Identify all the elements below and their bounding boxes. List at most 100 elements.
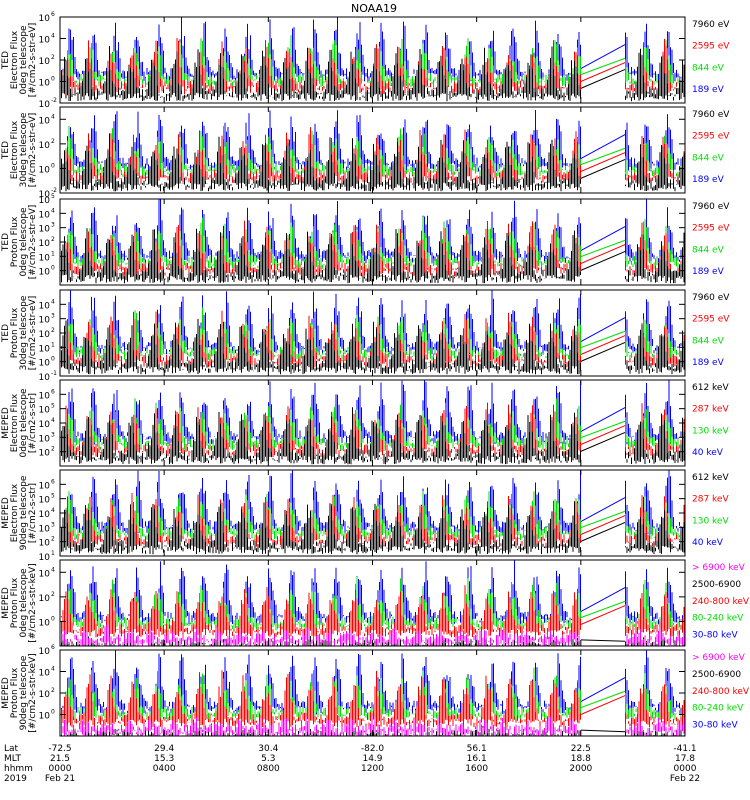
gap-connector-black xyxy=(580,522,626,542)
legend-entry: 80-240 keV xyxy=(692,614,744,624)
y-axis-label-line: Electron Flux xyxy=(10,483,20,542)
legend-entry: 240-800 keV xyxy=(692,597,750,607)
gap-connector-red xyxy=(580,515,626,535)
trace-red xyxy=(60,670,685,728)
trace-black xyxy=(60,46,685,102)
legend-entry: 2595 eV xyxy=(692,132,730,142)
y-axis-label-line: 0deg telescope xyxy=(19,207,29,277)
x-row-label: MLT xyxy=(4,754,22,764)
gap-connector-blue xyxy=(580,317,626,343)
y-tick-label: 10 xyxy=(39,100,51,110)
y-tick-exponent: 2 xyxy=(51,536,55,543)
y-tick-exponent: 6 xyxy=(51,478,55,485)
y-tick-exponent: 6 xyxy=(51,388,55,395)
y-axis-label-line: 30deg telescope xyxy=(19,295,29,370)
y-tick-label: 10 xyxy=(39,391,51,401)
y-axis-label-line: Proton Flux xyxy=(10,577,20,628)
legend-entry: 189 eV xyxy=(692,85,725,95)
y-tick-label: 10 xyxy=(39,253,51,263)
x-tick-label: 1600 xyxy=(465,764,488,774)
gap-connector-black xyxy=(580,432,626,452)
y-tick-label: 10 xyxy=(39,690,51,700)
y-tick-exponent: 2 xyxy=(51,327,55,334)
y-tick-label: 10 xyxy=(39,359,51,369)
gap-connector-green xyxy=(580,690,626,709)
legend-entry: 7960 eV xyxy=(692,293,730,303)
trace-black xyxy=(60,501,685,555)
trace-blue xyxy=(60,110,685,172)
y-tick-exponent: 0 xyxy=(51,709,55,716)
legend-entry: 2595 eV xyxy=(692,224,730,234)
trace-red xyxy=(60,584,685,638)
y-tick-label: 10 xyxy=(39,669,51,679)
gap-connector-black xyxy=(580,729,626,733)
x-tick-label: -82.0 xyxy=(361,744,385,754)
legend-entry: 130 keV xyxy=(692,516,729,526)
gap-connector-blue xyxy=(580,587,626,613)
trace-green xyxy=(60,126,685,178)
legend-entry: 240-800 keV xyxy=(692,687,750,697)
y-axis-label-line: Proton Flux xyxy=(10,667,20,718)
y-tick-exponent: 2 xyxy=(51,138,55,145)
figure-title: NOAA19 xyxy=(351,2,397,15)
y-tick-label: 10 xyxy=(39,14,51,24)
y-tick-exponent: 0 xyxy=(51,356,55,363)
y-axis-label-line: 0deg telescope xyxy=(19,388,29,458)
x-tick-label: Feb 21 xyxy=(45,774,75,784)
y-tick-label: 10 xyxy=(39,434,51,444)
legend-entry: 189 eV xyxy=(692,175,725,185)
x-tick-label: 56.1 xyxy=(467,744,487,754)
y-tick-exponent: 0 xyxy=(51,76,55,83)
gap-connector-blue xyxy=(580,497,626,523)
y-tick-exponent: 2 xyxy=(51,236,55,243)
trace-blue xyxy=(60,560,685,625)
y-axis-label-line: Electron Flux xyxy=(10,30,20,89)
x-tick-label: 30.4 xyxy=(258,744,278,754)
y-tick-exponent: 3 xyxy=(51,431,55,438)
x-tick-label: 29.4 xyxy=(154,744,174,754)
legend-entry: 844 eV xyxy=(692,336,725,346)
y-axis-label-line: MEPED xyxy=(1,497,11,529)
x-tick-label: 0400 xyxy=(153,764,176,774)
panel-6-traces xyxy=(60,470,685,555)
trace-magenta xyxy=(60,716,685,736)
y-axis-label-line: [#/cm2-s-str-eV] xyxy=(28,296,38,371)
x-tick-label: 1200 xyxy=(361,764,384,774)
y-tick-exponent: 6 xyxy=(51,11,55,18)
legend-entry: 844 eV xyxy=(692,63,725,73)
trace-red xyxy=(60,402,685,458)
y-tick-exponent: 3 xyxy=(51,313,55,320)
y-tick-exponent: 2 xyxy=(51,54,55,61)
x-row-label: hhmm xyxy=(4,764,33,774)
x-tick-label: 16.1 xyxy=(467,754,487,764)
legend-entry: 2500-6900 xyxy=(692,670,741,680)
y-tick-exponent: 0 xyxy=(51,162,55,169)
y-tick-exponent: 2 xyxy=(51,687,55,694)
trace-black xyxy=(60,407,685,465)
panel-1-traces xyxy=(60,17,685,102)
panel-4-traces xyxy=(60,290,685,375)
y-axis-label-line: TED xyxy=(1,51,11,70)
y-tick-label: 10 xyxy=(39,553,51,563)
x-tick-label: 14.9 xyxy=(362,754,382,764)
y-axis-label-line: Proton Flux xyxy=(10,307,20,358)
gap-connector-red xyxy=(580,335,626,355)
x-tick-label: 18.8 xyxy=(571,754,591,764)
legend-entry: > 6900 keV xyxy=(692,653,746,663)
legend-entry: 30-80 keV xyxy=(692,721,738,731)
gap-connector-green xyxy=(580,330,626,349)
y-tick-exponent: 4 xyxy=(51,417,55,424)
y-tick-exponent: 2 xyxy=(51,446,55,453)
y-axis-label-line: TED xyxy=(1,324,11,343)
y-axis-label-line: [#/cm2-s-str] xyxy=(28,393,38,453)
legend-entry: 2500-6900 xyxy=(692,580,741,590)
legend-entry: 189 eV xyxy=(692,267,725,277)
x-tick-label: 15.3 xyxy=(154,754,174,764)
y-tick-exponent: 1 xyxy=(51,250,55,257)
gap-connector-green xyxy=(580,600,626,619)
